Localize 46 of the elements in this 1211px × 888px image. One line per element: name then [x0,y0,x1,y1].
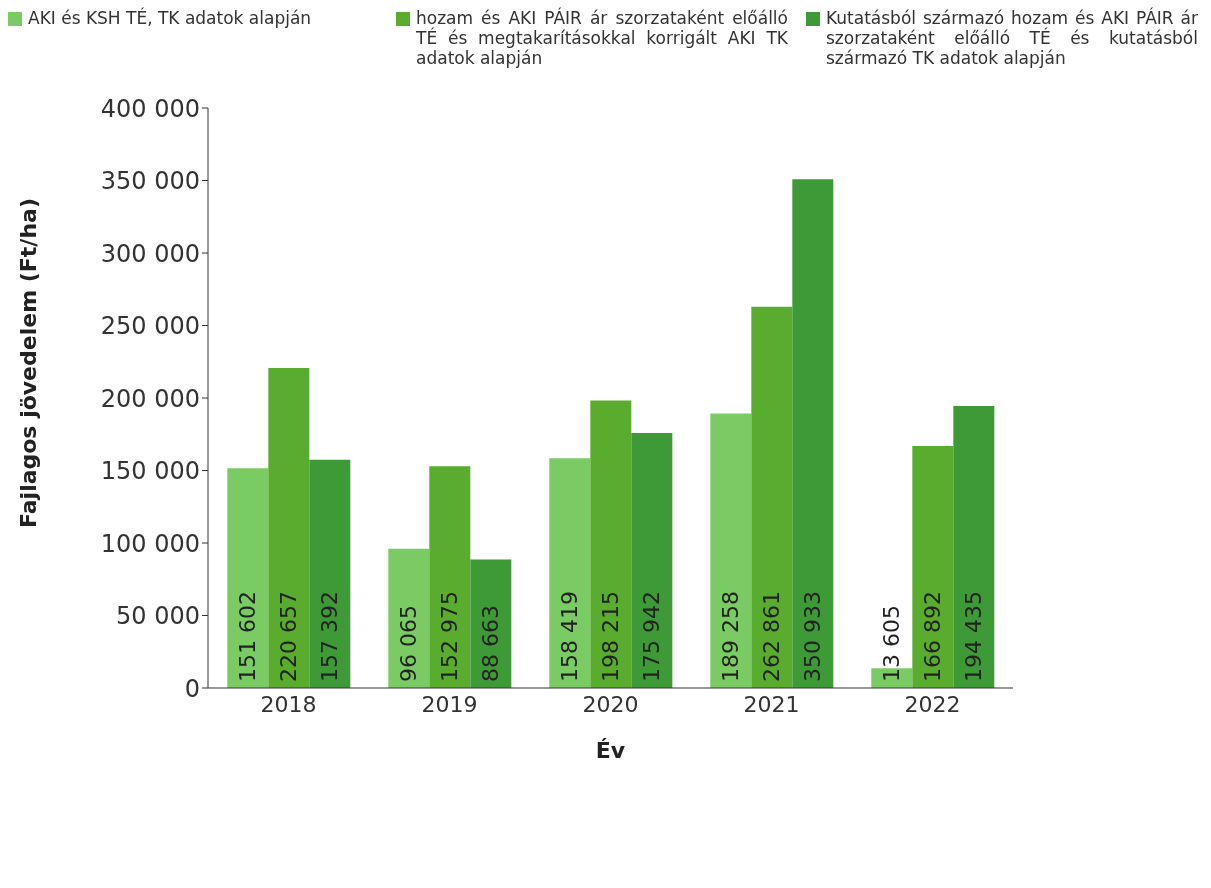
text: 198 215 [598,591,624,682]
text: 194 435 [961,591,987,682]
bar [268,368,310,688]
y-tick-label: 200 000 [100,384,200,413]
legend-label: AKI és KSH TÉ, TK adatok alapján [28,8,312,28]
text: 189 258 [718,591,744,682]
text: 13 605 [879,605,905,682]
x-tick-label: 2022 [904,691,961,717]
bar [710,413,752,688]
bar [751,306,793,688]
text: 175 942 [639,591,665,682]
y-axis-title: Fajlagos jövedelem (Ft/ha) [15,198,41,528]
text: 96 065 [396,605,422,682]
text: 151 602 [235,591,261,682]
bar [549,458,591,688]
bar [227,468,269,688]
x-axis-title: Év [595,738,626,763]
text: 166 892 [920,591,946,682]
text: 158 419 [557,591,583,682]
x-tick-label: 2021 [743,691,800,717]
legend-label: hozam és AKI PÁIR ár szorzataként előálló TÉ és megtakarításokkal korrigált AKI TK adatok alapján [416,8,788,68]
bar [912,446,954,688]
legend-label: Kutatásból származó hozam és AKI PÁIR ár szorzataként előálló TÉ és kutatásból származó TK adatok alapján [826,8,1198,68]
text: 220 657 [276,591,302,682]
x-tick-label: 2018 [260,691,317,717]
y-tick-label: 400 000 [100,94,200,123]
bar [953,406,995,688]
bar [429,466,471,688]
bar [590,400,632,688]
y-tick-label: 300 000 [100,239,200,268]
text: 262 861 [759,591,785,682]
y-tick-label: 50 000 [116,602,200,631]
text: 88 663 [478,605,504,682]
text: 157 392 [317,591,343,682]
x-tick-label: 2019 [421,691,478,717]
y-tick-label: 250 000 [100,312,200,341]
y-tick-label: 100 000 [100,529,200,558]
y-tick-label: 0 [184,674,200,703]
bar [631,432,673,688]
bar [309,459,351,688]
text: 152 975 [437,591,463,682]
y-tick-label: 350 000 [100,167,200,196]
text: 350 933 [800,591,826,682]
x-tick-label: 2020 [582,691,639,717]
y-tick-label: 150 000 [100,457,200,486]
bar [792,179,834,688]
